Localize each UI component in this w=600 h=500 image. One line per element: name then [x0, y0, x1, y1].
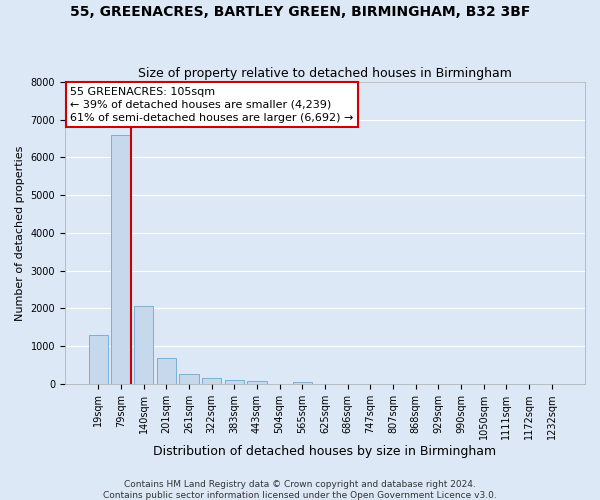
Text: 55 GREENACRES: 105sqm
← 39% of detached houses are smaller (4,239)
61% of semi-d: 55 GREENACRES: 105sqm ← 39% of detached … [70, 86, 353, 123]
Title: Size of property relative to detached houses in Birmingham: Size of property relative to detached ho… [138, 66, 512, 80]
Text: Contains HM Land Registry data © Crown copyright and database right 2024.
Contai: Contains HM Land Registry data © Crown c… [103, 480, 497, 500]
Bar [89, 334, 108, 384]
Bar [247, 382, 266, 384]
Bar [179, 374, 199, 384]
Bar [111, 135, 130, 384]
X-axis label: Distribution of detached houses by size in Birmingham: Distribution of detached houses by size … [154, 444, 497, 458]
Bar [224, 380, 244, 384]
Bar [293, 382, 312, 384]
Bar [202, 378, 221, 384]
Y-axis label: Number of detached properties: Number of detached properties [15, 145, 25, 320]
Bar [157, 358, 176, 384]
Bar [134, 306, 153, 384]
Text: 55, GREENACRES, BARTLEY GREEN, BIRMINGHAM, B32 3BF: 55, GREENACRES, BARTLEY GREEN, BIRMINGHA… [70, 5, 530, 19]
